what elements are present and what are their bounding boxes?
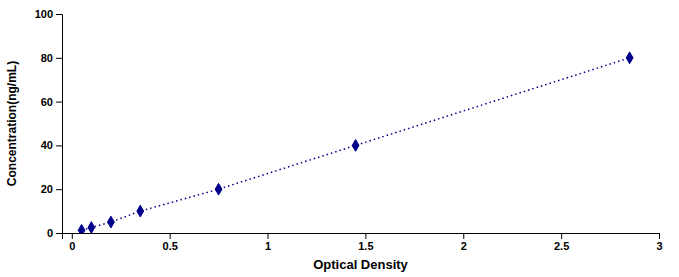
tick-mark <box>463 233 464 239</box>
tick-label: 80 <box>41 52 53 64</box>
point <box>626 52 633 64</box>
tick-label: 2.5 <box>554 240 569 252</box>
tick: 3 <box>656 233 662 252</box>
tick-mark <box>659 233 660 239</box>
tick-label: 0 <box>47 227 53 239</box>
tick: 2 <box>461 233 467 252</box>
tick: 60 <box>41 96 62 108</box>
tick-mark <box>56 233 62 234</box>
axis-line <box>63 234 660 240</box>
axis-line <box>56 15 63 234</box>
tick-mark <box>56 189 62 190</box>
point <box>215 183 222 195</box>
tick-mark <box>268 233 269 239</box>
tick: 40 <box>41 139 62 151</box>
y-axis-title: Concentration(ng/mL) <box>5 61 19 186</box>
tick-label: 0.5 <box>163 240 178 252</box>
tick-mark <box>365 233 366 239</box>
marks <box>78 52 633 233</box>
tick-mark <box>170 233 171 239</box>
tick-label: 20 <box>41 183 53 195</box>
tick: 80 <box>41 52 62 64</box>
plot: 0 0.5 1 1.5 2 2.5 3 0 20 40 60 80 100 <box>35 8 663 252</box>
tick-label: 3 <box>656 240 662 252</box>
tick-label: 0 <box>69 240 75 252</box>
tick-mark <box>56 102 62 103</box>
line <box>82 58 630 230</box>
tick-label: 1.5 <box>358 240 373 252</box>
point <box>137 205 144 217</box>
point <box>78 224 85 233</box>
tick-mark <box>72 233 73 239</box>
tick: 2.5 <box>554 233 569 252</box>
tick: 0 <box>47 227 62 239</box>
tick: 0 <box>69 233 75 252</box>
x-axis-title: Optical Density <box>313 257 408 272</box>
y-axis: 0 20 40 60 80 100 <box>35 8 63 239</box>
point <box>108 216 115 228</box>
tick: 1 <box>265 233 271 252</box>
tick: 100 <box>35 8 62 20</box>
chart: 0 0.5 1 1.5 2 2.5 3 0 20 40 60 80 100 Optical Density… <box>0 0 679 277</box>
tick-label: 60 <box>41 96 53 108</box>
x-axis: 0 0.5 1 1.5 2 2.5 3 <box>63 233 663 252</box>
tick-mark <box>56 58 62 59</box>
tick: 0.5 <box>163 233 178 252</box>
tick-mark <box>561 233 562 239</box>
tick-mark <box>56 14 62 15</box>
tick-label: 100 <box>35 8 53 20</box>
tick-label: 2 <box>461 240 467 252</box>
point <box>352 140 359 152</box>
tick-mark <box>56 145 62 146</box>
tick-label: 40 <box>41 139 53 151</box>
tick: 1.5 <box>358 233 373 252</box>
tick-label: 1 <box>265 240 271 252</box>
point <box>88 222 95 233</box>
tick: 20 <box>41 183 62 195</box>
